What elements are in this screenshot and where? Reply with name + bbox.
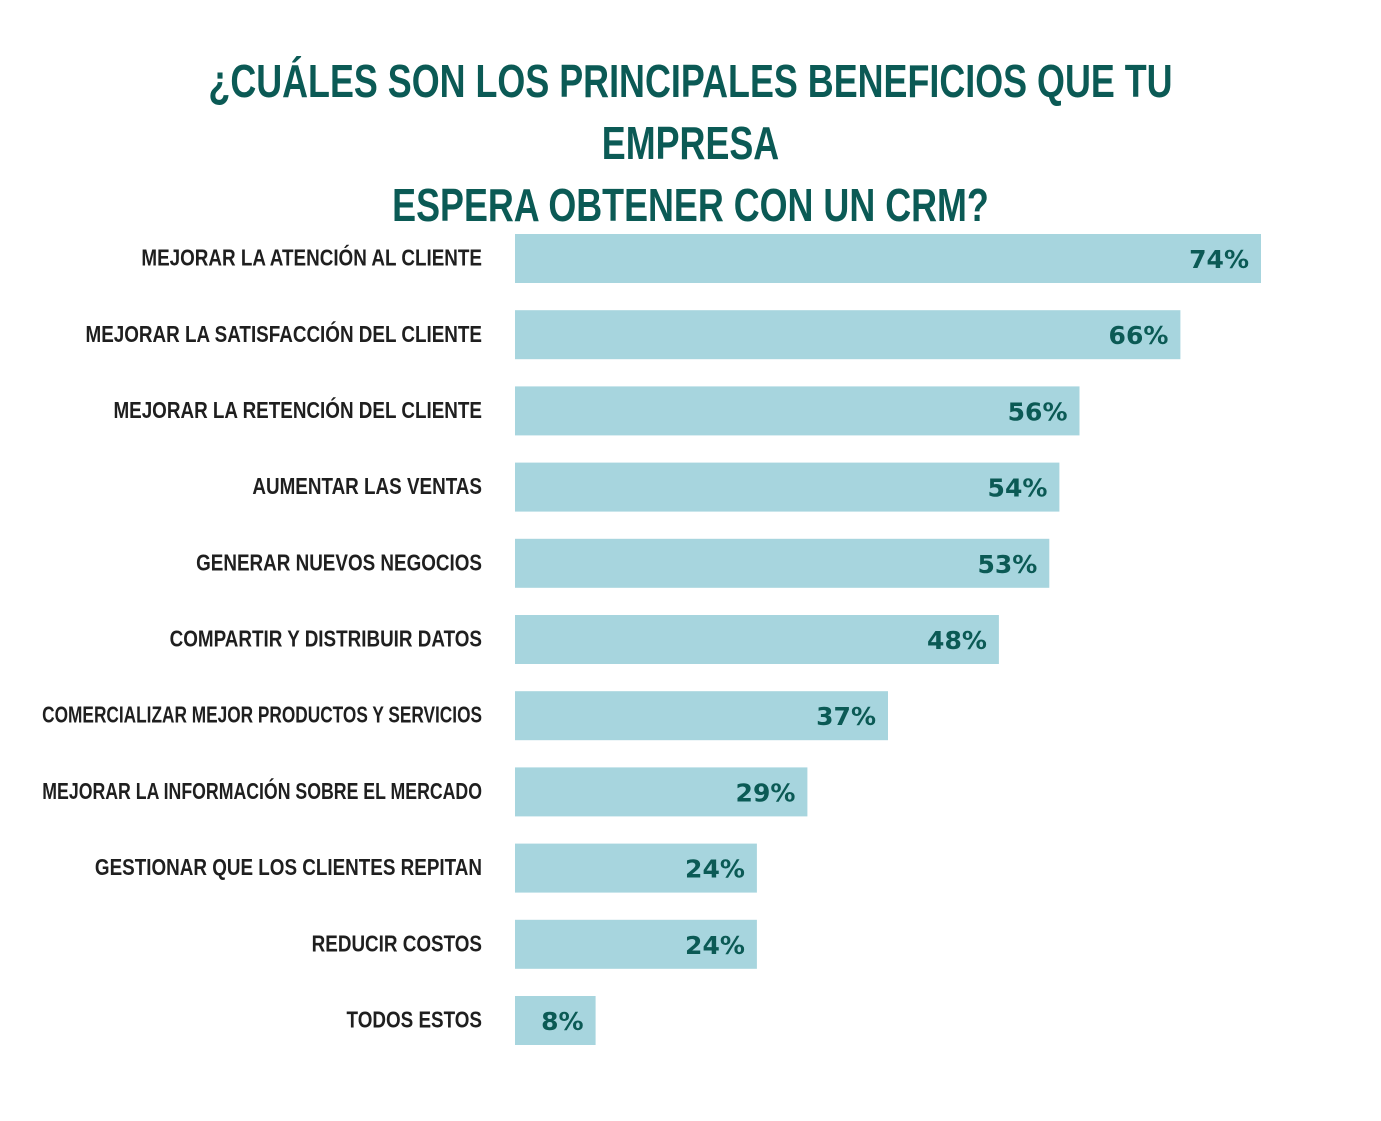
chart-title-line-2: ESPERA OBTENER CON UN CRM? [392, 179, 989, 231]
bar [515, 996, 596, 1045]
bars-layer: MEJORAR LA ATENCIÓN AL CLIENTE 74% MEJORAR… [42, 234, 1261, 1045]
bar [515, 767, 808, 817]
category-label: MEJORAR LA SATISFACCIÓN DEL CLIENTE [86, 321, 482, 347]
bar [515, 310, 1181, 360]
category-label: GESTIONAR QUE LOS CLIENTES REPITAN [95, 856, 482, 881]
category-label: MEJORAR LA ATENCIÓN AL CLIENTE [141, 245, 482, 271]
category-label: AUMENTAR LAS VENTAS [252, 475, 482, 500]
category-label: COMERCIALIZAR MEJOR PRODUCTOS Y SERVICIO… [42, 703, 482, 728]
value-label: 24% [685, 931, 745, 960]
value-label: 29% [736, 778, 796, 807]
value-label: 24% [685, 855, 745, 884]
bar [515, 919, 757, 969]
value-label: 37% [816, 702, 876, 731]
category-label: REDUCIR COSTOS [312, 932, 482, 957]
value-label: 74% [1189, 245, 1249, 274]
chart-title-line-1: ¿CUÁLES SON LOS PRINCIPALES BENEFICIOS Q… [208, 55, 1173, 169]
bar [515, 234, 1261, 283]
chart-title: ¿CUÁLES SON LOS PRINCIPALES BENEFICIOS Q… [183, 50, 1198, 236]
bar [515, 538, 1050, 588]
bar [515, 386, 1080, 436]
value-label: 48% [927, 626, 987, 655]
value-label: 53% [977, 550, 1037, 579]
category-label: TODOS ESTOS [347, 1008, 482, 1033]
bar [515, 462, 1060, 512]
category-label: COMPARTIR Y DISTRIBUIR DATOS [170, 627, 482, 652]
value-label: 54% [988, 474, 1048, 503]
value-label: 66% [1109, 321, 1169, 350]
bar [515, 691, 888, 741]
value-label: 8% [541, 1007, 583, 1036]
bar [515, 615, 999, 664]
value-label: 56% [1008, 397, 1068, 426]
category-label: GENERAR NUEVOS NEGOCIOS [196, 551, 482, 576]
category-label: MEJORAR LA INFORMACIÓN SOBRE EL MERCADO [42, 778, 482, 805]
bar [515, 843, 757, 893]
category-label: MEJORAR LA RETENCIÓN DEL CLIENTE [113, 397, 482, 423]
